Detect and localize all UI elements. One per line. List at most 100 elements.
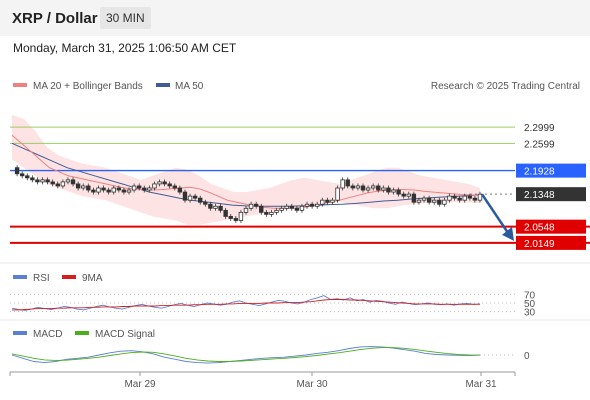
macd-legend-swatch — [13, 331, 27, 335]
candle-body — [289, 205, 294, 209]
candle-body — [452, 195, 457, 199]
candle-body — [437, 199, 442, 205]
candle-body — [421, 197, 427, 201]
candle-body — [299, 205, 305, 211]
candle-body — [279, 207, 284, 211]
candle-body — [218, 205, 223, 211]
macd-signal-legend-swatch — [75, 331, 89, 335]
candle-body — [136, 185, 142, 189]
ma50-legend-label: MA 50 — [175, 81, 204, 92]
candle-body — [447, 195, 452, 201]
pivot-price-label: 2.1928 — [524, 167, 555, 178]
resistance-price-label: 2.2999 — [524, 123, 555, 134]
macd-legend-label: MACD — [33, 329, 62, 340]
rsi-ma-legend-swatch — [62, 275, 76, 279]
candle-body — [172, 185, 177, 189]
candle-body — [45, 179, 50, 183]
candle-body — [131, 185, 137, 191]
candle-body — [30, 177, 35, 181]
current-price-tag — [516, 187, 586, 202]
candle-body — [259, 205, 264, 213]
candle-body — [248, 203, 254, 209]
candle-body — [467, 195, 473, 199]
rsi-ma-legend-label: 9MA — [82, 273, 103, 284]
candle-body — [50, 181, 55, 185]
macd-signal-legend-label: MACD Signal — [95, 329, 155, 340]
x-tick-label: Mar 31 — [465, 379, 497, 390]
candlesticks — [14, 165, 483, 223]
candle-body — [243, 207, 249, 213]
candle-body — [111, 187, 116, 193]
rsi-legend-swatch — [13, 275, 27, 279]
candle-body — [192, 195, 198, 199]
candle-body — [55, 183, 60, 187]
candle-body — [426, 197, 432, 203]
forecast-arrow-shaft — [480, 193, 510, 234]
candle-body — [35, 179, 40, 183]
chart-header: XRP / Dollar 30 MIN — [0, 0, 590, 36]
ma50-legend-swatch — [156, 83, 170, 87]
candle-body — [81, 185, 86, 189]
candle-body — [401, 193, 406, 197]
candle-body — [208, 203, 213, 209]
candle-body — [157, 181, 162, 185]
candle-body — [477, 193, 483, 201]
candle-body — [147, 187, 152, 191]
candle-body — [96, 187, 101, 193]
pivot-price-tag — [516, 163, 586, 178]
forecast-arrow — [480, 193, 514, 241]
candle-body — [442, 199, 447, 205]
candle-body — [162, 181, 167, 185]
candle-body — [462, 195, 467, 201]
candle-body — [101, 187, 106, 191]
candle-body — [40, 179, 45, 183]
candle-body — [315, 203, 320, 207]
candle-body — [360, 185, 366, 191]
candle-body — [391, 189, 396, 193]
candle-body — [325, 199, 330, 203]
candle-body — [370, 185, 376, 189]
candle-body — [386, 187, 391, 193]
candle-body — [396, 189, 401, 195]
current-price-label: 2.1348 — [524, 190, 555, 201]
candle-body — [350, 185, 356, 189]
candle-body — [142, 187, 147, 191]
candle-body — [345, 179, 350, 187]
candle-body — [381, 187, 386, 191]
candle-body — [320, 199, 325, 205]
ma20-line — [11, 134, 481, 209]
candle-body — [91, 189, 96, 193]
price-levels: 2.2999 2.2599 2.1928 2.1348 2.0548 2.0149 — [10, 123, 590, 250]
interval-badge[interactable]: 30 MIN — [100, 7, 151, 29]
candle-body — [284, 205, 289, 209]
rsi-legend-label: RSI — [33, 273, 50, 284]
candle-body — [304, 203, 310, 207]
candle-body — [177, 187, 183, 193]
credit-label: Research © 2025 Trading Central — [431, 81, 580, 92]
rsi-level-label: 50 — [524, 299, 536, 310]
candle-body — [253, 203, 259, 207]
candle-body — [116, 187, 122, 191]
candle-body — [86, 185, 91, 191]
candle-body — [294, 207, 300, 211]
candle-body — [274, 209, 279, 213]
timestamp: Monday, March 31, 2025 1:06:50 AM CET — [13, 41, 237, 55]
candle-body — [432, 199, 437, 203]
forecast-arrow-head — [502, 226, 514, 241]
candle-body — [152, 183, 157, 189]
candle-body — [457, 197, 462, 201]
macd-pane: 0 — [11, 346, 530, 364]
candle-body — [223, 209, 228, 217]
candle-body — [233, 218, 239, 221]
x-tick-label: Mar 29 — [124, 379, 156, 390]
ma20-legend-swatch — [13, 83, 27, 87]
candle-body — [121, 189, 127, 193]
candle-body — [309, 203, 315, 207]
candle-body — [25, 175, 30, 179]
candle-body — [198, 197, 203, 203]
bollinger-band-area — [12, 114, 480, 225]
support-price-tag — [516, 219, 586, 234]
candle-body — [65, 179, 71, 183]
